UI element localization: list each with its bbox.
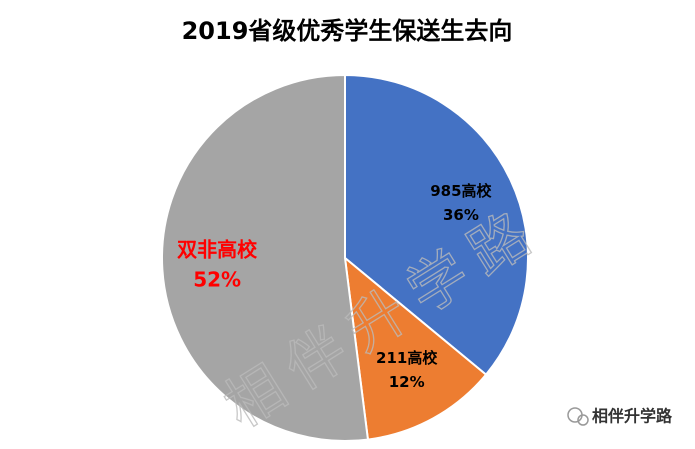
pie-slice <box>344 73 529 377</box>
chart-title: 2019省级优秀学生保送生去向 <box>182 17 513 45</box>
logo: 相伴升学路 <box>567 407 673 426</box>
data-label: 双非高校 52% <box>177 238 258 292</box>
value-label: 12% <box>389 373 425 391</box>
value-label: 52% <box>193 268 241 292</box>
pie-slice <box>343 255 488 441</box>
category-label: 双非高校 <box>177 238 258 262</box>
category-label: 211高校 <box>376 349 438 367</box>
pie-slice <box>161 73 370 442</box>
category-label: 985高校 <box>430 182 492 200</box>
pie: 985高校 36% 211高校 12% 双非高校 52% <box>161 73 529 442</box>
value-label: 36% <box>443 206 479 224</box>
logo-icon <box>577 414 589 426</box>
data-label: 211高校 12% <box>376 349 438 391</box>
logo-text: 相伴升学路 <box>592 407 673 426</box>
data-label: 985高校 36% <box>430 182 492 224</box>
